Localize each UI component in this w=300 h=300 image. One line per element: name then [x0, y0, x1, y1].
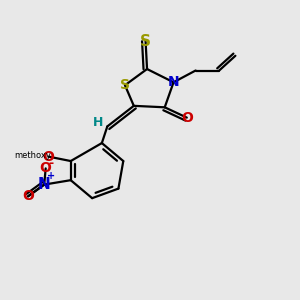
Text: O: O — [43, 150, 55, 164]
Text: O: O — [22, 189, 34, 203]
Text: N: N — [168, 75, 179, 89]
Text: +: + — [46, 171, 55, 182]
Text: S: S — [120, 78, 130, 92]
Text: H: H — [93, 116, 104, 129]
Text: methoxy: methoxy — [14, 151, 51, 160]
Text: N: N — [38, 177, 51, 192]
Text: -: - — [48, 157, 53, 169]
Text: S: S — [140, 34, 151, 49]
Text: O: O — [40, 161, 52, 176]
Text: O: O — [181, 111, 193, 124]
